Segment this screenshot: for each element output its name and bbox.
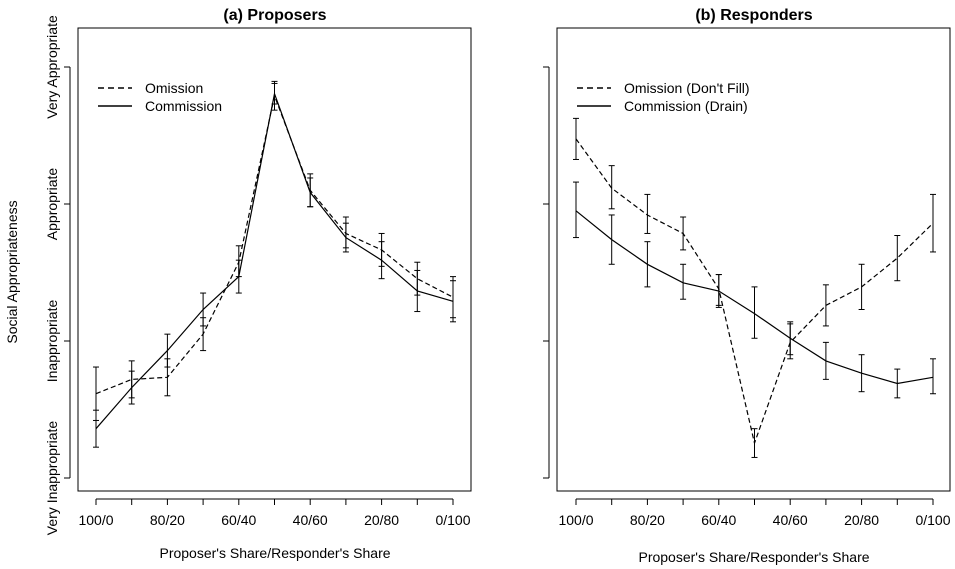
error-bar-b-1-3 (680, 263, 687, 300)
x-tick-label-a-5: 0/100 (435, 512, 470, 528)
error-bar-a-1-4 (235, 259, 242, 294)
error-bar-a-1-5 (271, 82, 278, 105)
error-bar-b-0-7 (822, 284, 829, 327)
error-bar-b-1-4 (715, 274, 722, 308)
legend-a: Omission Commission (98, 80, 222, 114)
y-axis-b (543, 66, 550, 479)
legend-label-commission: Commission (145, 98, 222, 114)
error-bar-b-0-10 (930, 193, 936, 253)
x-tick-label-b-3: 40/60 (773, 512, 808, 528)
y-axis-a: Very Inappropriate Inappropriate Appropria… (44, 15, 71, 536)
error-bar-b-1-1 (608, 214, 615, 265)
x-tick-label-a-1: 80/20 (150, 512, 185, 528)
error-bar-b-1-5 (751, 286, 758, 339)
x-axis-label-b: Proposer's Share/Responder's Share (638, 549, 869, 565)
plot-frame-b (556, 27, 951, 492)
error-bar-a-1-1 (128, 370, 135, 405)
x-tick-label-b-2: 60/40 (701, 512, 736, 528)
error-bar-a-1-8 (378, 241, 385, 280)
error-bar-b-0-9 (894, 235, 901, 282)
x-axis-label-a: Proposer's Share/Responder's Share (159, 545, 390, 561)
error-bar-b-0-1 (608, 165, 615, 210)
error-bar-a-1-3 (200, 292, 207, 327)
error-bar-a-1-6 (307, 177, 314, 208)
error-bar-b-0-3 (680, 216, 687, 251)
error-bar-b-1-10 (930, 358, 936, 395)
chart-title-b: (b) Responders (695, 7, 812, 24)
series-group-a (93, 80, 456, 448)
x-tick-label-a-2: 60/40 (221, 512, 256, 528)
error-bar-b-1-6 (787, 321, 794, 356)
panel-proposers: (a) Proposers Proposer's Share/Responder… (44, 7, 472, 561)
legend-b: Omission (Don't Fill) Commission (Drain) (577, 80, 750, 114)
y-tick-label-a-0: Very Inappropriate (44, 421, 60, 536)
series-group-b (573, 117, 936, 458)
error-bar-b-1-0 (573, 181, 579, 239)
error-bar-b-0-8 (858, 263, 865, 310)
error-bar-a-1-10 (450, 280, 456, 323)
x-axis-b: 100/0 80/20 60/40 40/60 20/80 0/100 (558, 498, 951, 528)
error-bar-b-1-7 (822, 341, 829, 380)
plot-frame-a (77, 27, 472, 492)
error-bar-a-1-9 (414, 269, 421, 313)
legend-label-commission-drain: Commission (Drain) (624, 98, 748, 114)
y-tick-label-a-1: Inappropriate (44, 300, 60, 383)
y-tick-label-a-2: Appropriate (44, 168, 60, 241)
error-bar-b-0-5 (751, 428, 758, 458)
y-axis-label: Social Appropriateness (4, 200, 20, 343)
series-line-a-0 (95, 93, 454, 395)
y-tick-label-a-3: Very Appropriate (44, 15, 60, 119)
x-tick-label-a-0: 100/0 (78, 512, 113, 528)
legend-label-omission-dont-fill: Omission (Don't Fill) (624, 80, 750, 96)
x-tick-label-a-4: 20/80 (364, 512, 399, 528)
x-tick-label-b-5: 0/100 (915, 512, 950, 528)
error-bar-b-1-8 (858, 354, 865, 393)
x-tick-label-b-1: 80/20 (630, 512, 665, 528)
error-bar-b-1-2 (644, 241, 651, 288)
x-tick-label-a-3: 40/60 (293, 512, 328, 528)
x-axis-a: 100/0 80/20 60/40 40/60 20/80 0/100 (78, 498, 471, 528)
error-bar-b-1-9 (894, 368, 901, 399)
x-tick-label-b-0: 100/0 (558, 512, 593, 528)
error-bar-a-1-2 (164, 333, 171, 368)
x-tick-label-b-4: 20/80 (844, 512, 879, 528)
error-bar-a-1-0 (93, 409, 99, 448)
error-bar-b-0-0 (573, 117, 579, 160)
error-bar-a-1-7 (342, 222, 349, 253)
chart-title-a: (a) Proposers (223, 7, 326, 24)
legend-label-omission: Omission (145, 80, 203, 96)
panel-responders: (b) Responders Proposer's Share/Responde… (543, 7, 951, 565)
error-bar-b-0-2 (644, 193, 651, 234)
